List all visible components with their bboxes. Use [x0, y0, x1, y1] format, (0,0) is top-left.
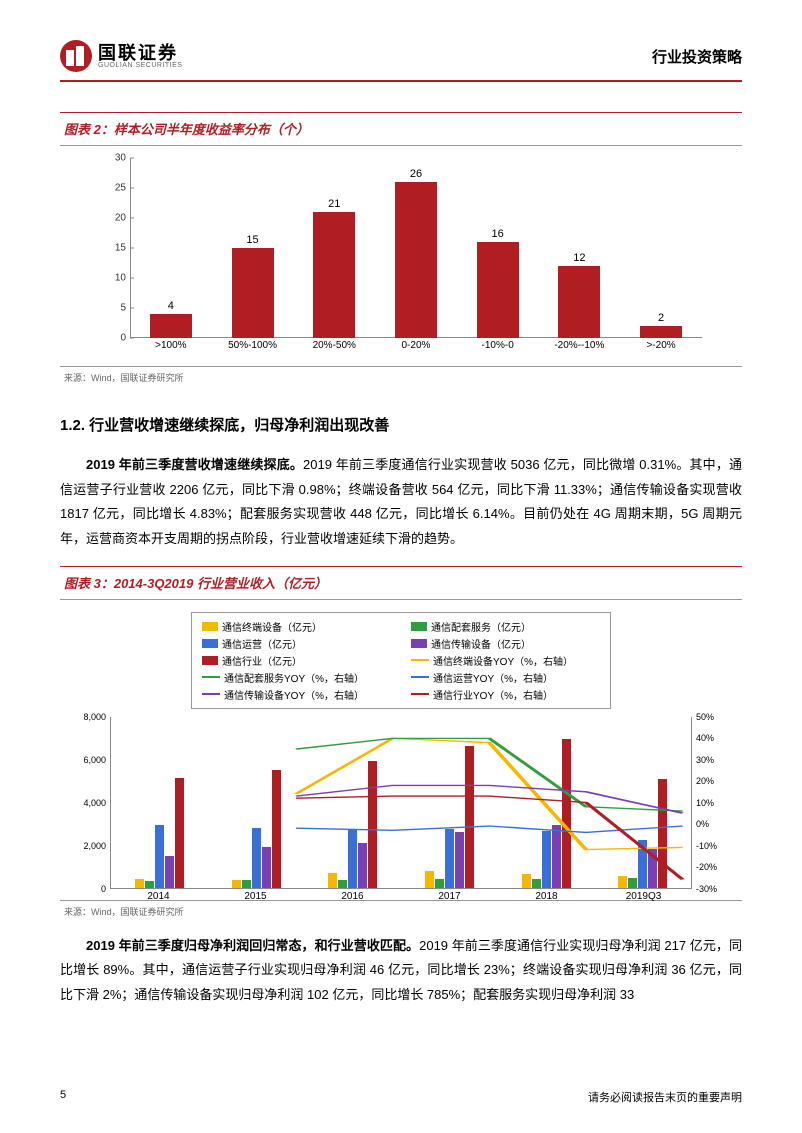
chart2-xlabel: >100% [141, 340, 201, 358]
chart2-xlabel: 20%-50% [304, 340, 364, 358]
legend-item: 通信运营YOY（%，右轴） [411, 670, 600, 685]
legend-item: 通信行业（亿元） [202, 653, 391, 668]
legend-item: 通信行业YOY（%，右轴） [411, 687, 600, 702]
chart3-xlabel: 2015 [207, 891, 304, 907]
chart2-bar [640, 326, 682, 338]
chart2-ytick: 10 [100, 273, 126, 284]
legend-item: 通信配套服务YOY（%，右轴） [202, 670, 391, 685]
chart2-bar [558, 266, 600, 338]
disclaimer: 请务必阅读报告末页的重要声明 [588, 1089, 742, 1105]
paragraph-1: 2019 年前三季度营收增速继续探底。2019 年前三季度通信行业实现营收 50… [60, 453, 742, 552]
page-number: 5 [60, 1089, 66, 1105]
chart2-ytick: 25 [100, 183, 126, 194]
legend-item: 通信配套服务（亿元） [411, 619, 600, 634]
legend-item: 通信终端设备（亿元） [202, 619, 391, 634]
legend-item: 通信运营（亿元） [202, 636, 391, 651]
chart2-xlabel: 0-20% [386, 340, 446, 358]
para1-bold: 2019 年前三季度营收增速继续探底。 [86, 457, 303, 472]
chart2-bar-value: 16 [492, 228, 504, 240]
chart3-ytick-left: 0 [101, 884, 106, 894]
chart2-bar [313, 212, 355, 338]
chart2-source: 来源：Wind，国联证券研究所 [60, 367, 742, 384]
chart2-title: 图表 2：样本公司半年度收益率分布（个） [64, 122, 309, 137]
chart2-ytick: 0 [100, 333, 126, 344]
chart2-xlabel: 50%-100% [223, 340, 283, 358]
chart2-bar [395, 182, 437, 338]
chart3-plot: 02,0004,0006,0008,000 -30%-20%-10%0%10%2… [70, 717, 732, 907]
chart2-ytick: 5 [100, 303, 126, 314]
footer: 5 请务必阅读报告末页的重要声明 [60, 1089, 742, 1105]
legend-item: 通信传输设备（亿元） [411, 636, 600, 651]
chart2-xlabel: -20%--10% [549, 340, 609, 358]
chart2-ytick: 15 [100, 243, 126, 254]
chart3-ytick-left: 4,000 [83, 798, 106, 808]
chart3: 通信终端设备（亿元） 通信配套服务（亿元） 通信运营（亿元） 通信传输设备（亿元） 通信… [70, 612, 732, 892]
chart3-xlabel: 2018 [498, 891, 595, 907]
legend-item: 通信传输设备YOY（%，右轴） [202, 687, 391, 702]
chart2-ytick: 30 [100, 153, 126, 164]
chart2-bar-value: 4 [168, 300, 174, 312]
chart2-bar-value: 2 [658, 312, 664, 324]
chart3-ytick-left: 2,000 [83, 841, 106, 851]
chart3-ytick-left: 8,000 [83, 712, 106, 722]
chart2-bar-value: 15 [246, 234, 258, 246]
para2-bold: 2019 年前三季度归母净利润回归常态，和行业营收匹配。 [86, 938, 419, 953]
logo-icon [60, 40, 92, 72]
section-heading: 1.2. 行业营收增速继续探底，归母净利润出现改善 [60, 414, 742, 435]
chart2-bar-value: 21 [328, 198, 340, 210]
chart2-bar [150, 314, 192, 338]
report-type: 行业投资策略 [652, 46, 742, 67]
chart3-xlabel: 2016 [304, 891, 401, 907]
logo: 国联证券 GUOLIAN SECURITIES [60, 40, 182, 72]
chart3-xlabel: 2014 [110, 891, 207, 907]
page-header: 国联证券 GUOLIAN SECURITIES 行业投资策略 [60, 40, 742, 82]
company-name-cn: 国联证券 [98, 44, 182, 62]
paragraph-2: 2019 年前三季度归母净利润回归常态，和行业营收匹配。2019 年前三季度通信… [60, 934, 742, 1008]
chart2-ytick: 20 [100, 213, 126, 224]
legend-item: 通信终端设备YOY（%，右轴） [411, 653, 600, 668]
chart3-legend: 通信终端设备（亿元） 通信配套服务（亿元） 通信运营（亿元） 通信传输设备（亿元） 通信… [191, 612, 611, 709]
chart2-block: 图表 2：样本公司半年度收益率分布（个） 0 5 10 15 20 25 30 4 15 21 26… [60, 112, 742, 384]
chart2-bar-value: 12 [573, 252, 585, 264]
chart2-bar-value: 26 [410, 168, 422, 180]
chart2-xlabel: >-20% [631, 340, 691, 358]
chart3-title: 图表 3：2014-3Q2019 行业营业收入（亿元） [64, 576, 327, 591]
chart3-bar [135, 879, 144, 888]
chart2-xlabel: -10%-0 [468, 340, 528, 358]
chart3-ytick-left: 6,000 [83, 755, 106, 765]
chart3-block: 图表 3：2014-3Q2019 行业营业收入（亿元） 通信终端设备（亿元）通信… [60, 566, 742, 918]
chart2: 051015202530415212616122>100%50%-100%20%… [100, 158, 702, 358]
chart3-xlabel: 2017 [401, 891, 498, 907]
chart2-bar [477, 242, 519, 338]
company-name-en: GUOLIAN SECURITIES [98, 62, 182, 69]
chart3-xlabel: 2019Q3 [595, 891, 692, 907]
chart2-bar [232, 248, 274, 338]
